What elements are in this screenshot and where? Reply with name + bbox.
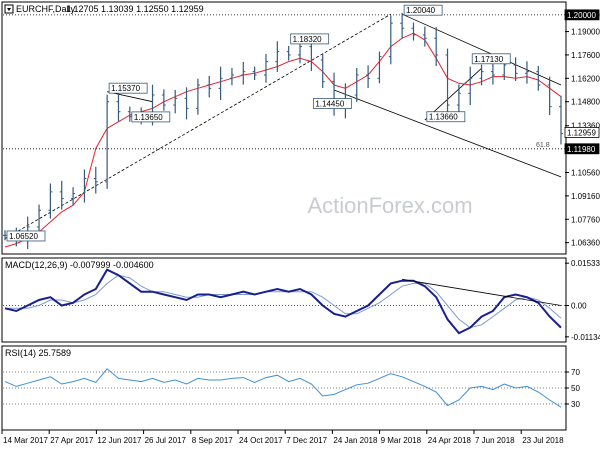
x-tick-label: 8 Sep 2017 (192, 436, 233, 445)
price-label: 1.15370 (111, 84, 140, 93)
rsi-panel: RSI(14) 25.7589 70 50 30 (1, 345, 580, 431)
price-label: 1.13650 (134, 113, 163, 122)
x-tick-label: 7 Dec 2017 (286, 436, 327, 445)
price-label: 1.20040 (406, 6, 435, 15)
x-tick-label: 24 Jan 2018 (333, 436, 378, 445)
watermark: ActionForex.com (307, 193, 472, 218)
macd-lines (4, 268, 562, 335)
price-tick-label: 1.07760 (571, 215, 600, 224)
last-price-tag-box (564, 127, 600, 138)
price-tick-label: 1.09160 (571, 192, 600, 201)
macd-tick-label: 0.015338 (571, 259, 600, 268)
price-label-box (108, 82, 148, 94)
x-tick-label: 9 Mar 2018 (381, 436, 422, 445)
price-tick-label: 1.16200 (571, 74, 600, 83)
resistance-tag: 1.20000 (567, 11, 596, 20)
rsi-tick-label: 70 (571, 368, 580, 377)
price-grid (3, 14, 565, 150)
channel-upper-line (401, 13, 562, 86)
current-level-tag: 1.11980 (567, 145, 596, 154)
macd-title: MACD(12,26,9) -0.007999 -0.004600 (5, 260, 154, 270)
x-tick-label: 7 Jun 2018 (475, 436, 515, 445)
macd-signal-line (5, 274, 562, 329)
macd-trend-line (402, 278, 562, 306)
price-label: 1.17130 (474, 55, 503, 64)
moving-average-line (4, 32, 562, 248)
chart-title: EURCHF,Daily (16, 4, 76, 14)
last-price-tag: 1.12959 (567, 128, 596, 137)
macd-axis: 0.015338 0.00 -0.011344 (3, 259, 600, 342)
price-tick-label: 1.14800 (571, 98, 600, 107)
price-label: 1.13660 (429, 113, 458, 122)
x-tick-label: 24 Oct 2017 (239, 436, 283, 445)
dashed-trend-line (4, 13, 391, 239)
x-tick-label: 12 Jun 2017 (97, 436, 142, 445)
resistance-tag-box (564, 9, 600, 21)
price-label: 1.06520 (9, 232, 38, 241)
rsi-tick-label: 50 (571, 384, 580, 393)
current-level-tag-box (564, 143, 600, 155)
price-tick-label: 1.13360 (571, 122, 600, 131)
price-label-box (426, 111, 466, 123)
x-tick-label: 14 Mar 2017 (3, 436, 48, 445)
ohlc-readout: 1.12705 1.13039 1.12550 1.12959 (66, 4, 204, 14)
price-label-box (6, 230, 46, 242)
rsi-line (4, 368, 562, 408)
rsi-lines (4, 368, 562, 408)
price-label-box (403, 4, 443, 16)
price-tick-label: 1.19000 (571, 28, 600, 37)
x-axis: 14 Mar 2017 27 Apr 2017 12 Jun 2017 26 Jul … (1, 430, 564, 445)
x-tick-label: 23 Jul 2018 (522, 436, 564, 445)
price-panel: EURCHF,Daily 1.12705 1.13039 1.12550 1.1… (1, 1, 600, 255)
macd-panel: MACD(12,26,9) -0.007999 -0.004600 0.0153… (1, 257, 600, 343)
price-lines (3, 12, 563, 249)
macd-line (4, 268, 562, 335)
price-tick-label: 1.06360 (571, 239, 600, 248)
price-label-box (290, 33, 330, 45)
rsi-title: RSI(14) 25.7589 (5, 348, 71, 358)
channel-lower-line (333, 89, 562, 178)
price-label-box (471, 53, 511, 65)
price-labels: 1.20040 1.18320 1.15370 1.13650 1.14450 1.171… (6, 4, 600, 242)
price-label: 1.18320 (293, 35, 322, 44)
price-label-box (131, 111, 171, 123)
chevron-down-icon (7, 8, 11, 11)
price-label-box (312, 98, 352, 109)
macd-tick-label: 0.00 (571, 302, 587, 311)
price-tick-label: 1.17600 (571, 51, 600, 60)
macd-tick-label: -0.011344 (571, 333, 600, 342)
x-tick-label: 24 Apr 2018 (428, 436, 472, 445)
rsi-tick-label: 30 (571, 400, 580, 409)
price-label: 1.14450 (315, 100, 344, 109)
x-tick-label: 26 Jul 2017 (145, 436, 187, 445)
x-tick-label: 27 Apr 2017 (50, 436, 94, 445)
fib-label: 61.8 (536, 142, 550, 149)
price-tick-label: 1.10560 (571, 169, 600, 178)
